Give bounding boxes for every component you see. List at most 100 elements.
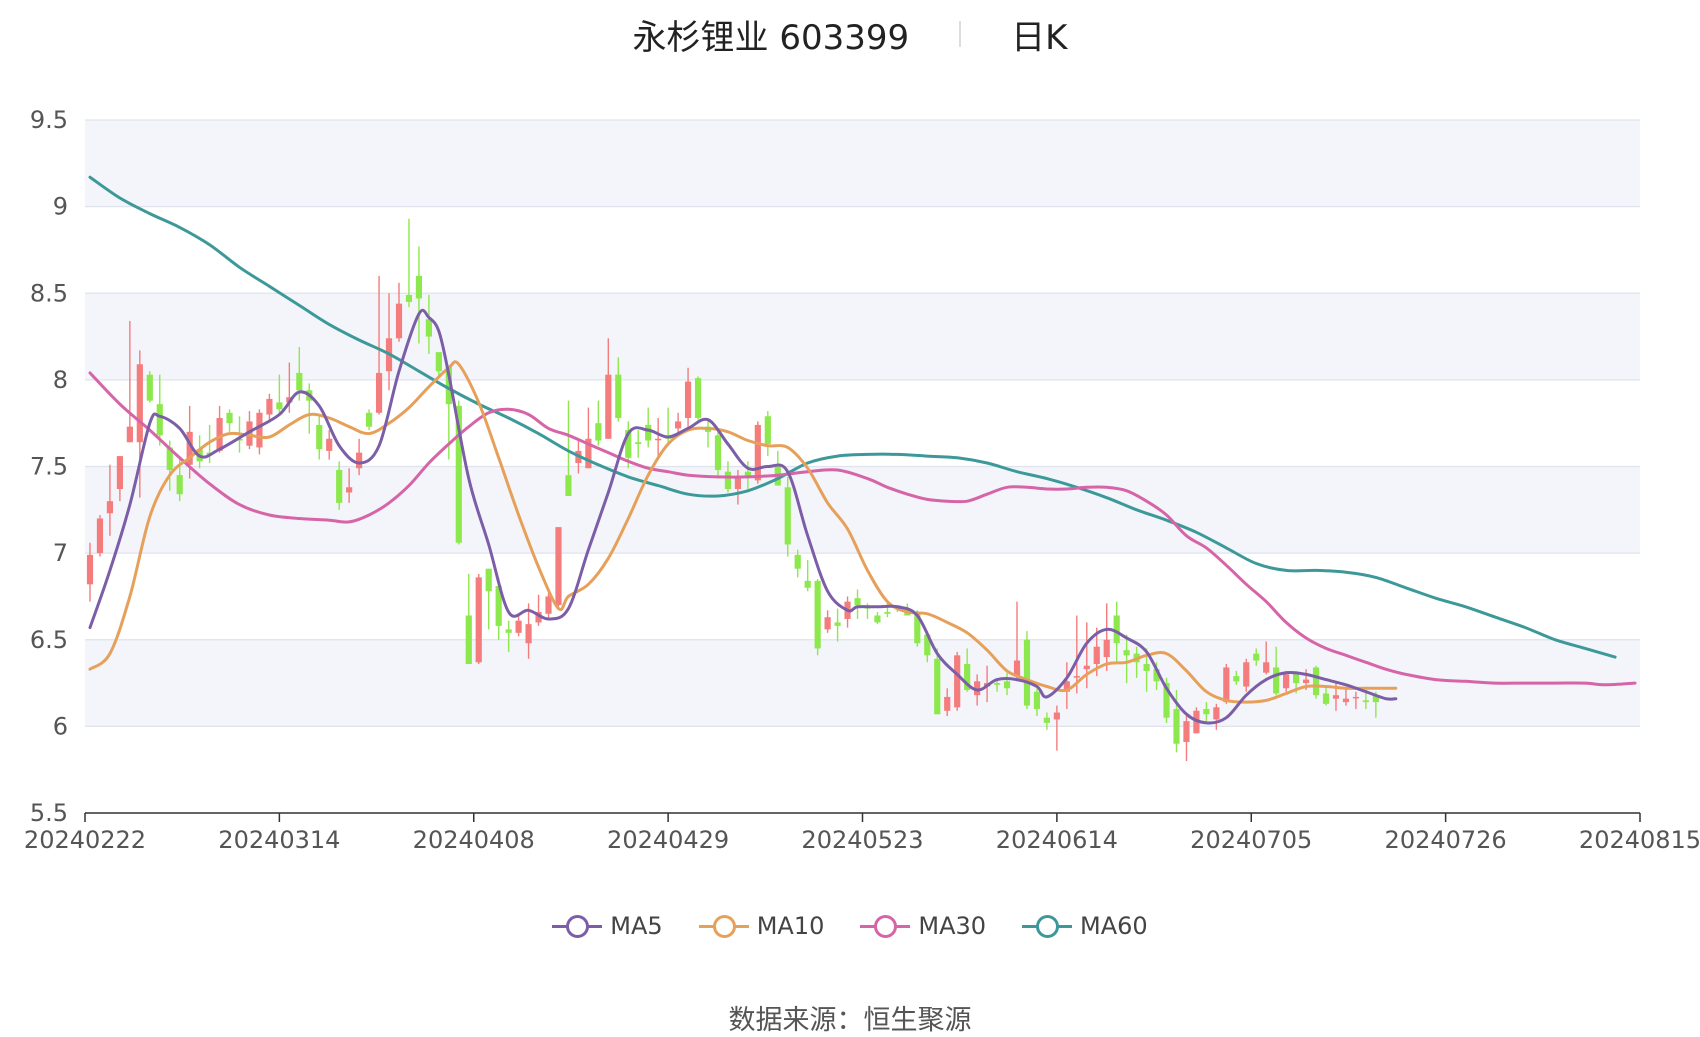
candle-body: [585, 438, 592, 469]
candle-body: [1123, 650, 1130, 656]
candle-body: [166, 447, 173, 470]
candle: [1273, 646, 1280, 696]
candle-body: [495, 586, 502, 626]
candle: [1073, 615, 1080, 694]
candle-body: [694, 378, 702, 418]
candle: [136, 350, 143, 498]
candle: [784, 476, 791, 557]
candle: [415, 246, 423, 344]
candle: [535, 594, 542, 626]
candle: [1043, 712, 1050, 730]
candle-body: [1273, 667, 1280, 694]
candle-body: [595, 423, 602, 441]
candle-body: [316, 424, 323, 450]
candle-body: [1103, 639, 1110, 658]
candle-body: [1322, 693, 1330, 704]
candle-body: [485, 568, 492, 592]
candle-body: [525, 624, 532, 644]
legend-item-ma10[interactable]: MA10: [698, 912, 824, 940]
candle: [645, 407, 652, 448]
candle-body: [1283, 674, 1290, 689]
y-tick-label: 9: [53, 193, 68, 221]
candle-body: [126, 426, 133, 443]
candle: [1322, 686, 1330, 706]
candle: [306, 383, 313, 434]
candle-body: [615, 374, 622, 418]
candle: [1203, 702, 1210, 723]
candle: [525, 603, 532, 659]
candle-body: [505, 629, 512, 633]
x-tick-label: 20240614: [996, 826, 1118, 854]
ma5-legend-icon: [552, 914, 603, 938]
candle-body: [276, 402, 283, 410]
candle: [365, 409, 373, 431]
candle-body: [545, 596, 552, 614]
candle: [86, 542, 94, 602]
candle-body: [934, 658, 941, 715]
candle-body: [1293, 672, 1300, 684]
candle: [754, 421, 761, 484]
candle: [1063, 662, 1070, 710]
legend-label-ma60: MA60: [1080, 912, 1148, 940]
candle-body: [1003, 681, 1011, 689]
candle: [1283, 670, 1290, 692]
candle: [684, 367, 692, 429]
candle: [256, 409, 263, 455]
candle: [1053, 705, 1060, 751]
candle-body: [724, 471, 732, 490]
candle-body: [1063, 681, 1070, 692]
candle-body: [884, 612, 891, 614]
candle-body: [974, 681, 981, 696]
title-separator: [959, 21, 962, 47]
candle-body: [475, 577, 482, 663]
candle-body: [993, 683, 1001, 685]
candle-body: [1213, 707, 1220, 720]
candle-body: [1173, 709, 1180, 744]
moving-average-lines: [88, 175, 1637, 725]
legend-item-ma30[interactable]: MA30: [860, 912, 986, 940]
candle: [794, 549, 801, 578]
candle: [1023, 631, 1031, 710]
legend-item-ma60[interactable]: MA60: [1022, 912, 1148, 940]
x-tick-label: 20240523: [801, 826, 923, 854]
x-axis: 20240222 20240314 20240408 20240429 20240523…: [24, 812, 1700, 854]
candle-body: [675, 421, 682, 429]
candle: [1243, 658, 1250, 692]
candle-body: [605, 374, 612, 439]
candle: [1312, 665, 1320, 699]
y-tick-label: 8: [53, 366, 68, 394]
candle-body: [874, 615, 881, 623]
candle: [106, 464, 114, 536]
candle-body: [236, 438, 243, 441]
candle-body: [794, 554, 801, 569]
candle-body: [1023, 639, 1031, 706]
ma60-line: [88, 175, 1617, 659]
candle: [824, 610, 831, 633]
y-tick-label: 6.5: [30, 626, 68, 654]
candle-body: [535, 612, 542, 623]
candle-body: [1093, 646, 1100, 665]
data-source-note: 数据来源：恒生聚源: [728, 1005, 972, 1036]
candle-body: [296, 372, 303, 391]
candle-body: [645, 424, 652, 441]
legend-item-ma5[interactable]: MA5: [552, 912, 663, 940]
candle-body: [415, 275, 423, 299]
candle: [934, 648, 941, 715]
candle: [884, 601, 891, 618]
candle-body: [326, 438, 333, 451]
candle: [156, 374, 163, 446]
candle-body: [156, 404, 163, 436]
candle-body: [176, 475, 183, 495]
candle: [804, 560, 811, 592]
candle-body: [356, 452, 363, 469]
candle-body: [804, 580, 811, 588]
candle-body: [914, 612, 921, 644]
candle-body: [266, 398, 273, 415]
candle-body: [1203, 709, 1210, 715]
candle: [834, 608, 841, 642]
candle-body: [655, 438, 662, 441]
candle: [655, 417, 662, 457]
candle-body: [814, 580, 821, 649]
candle: [714, 430, 722, 479]
x-tick-label: 20240314: [218, 826, 340, 854]
